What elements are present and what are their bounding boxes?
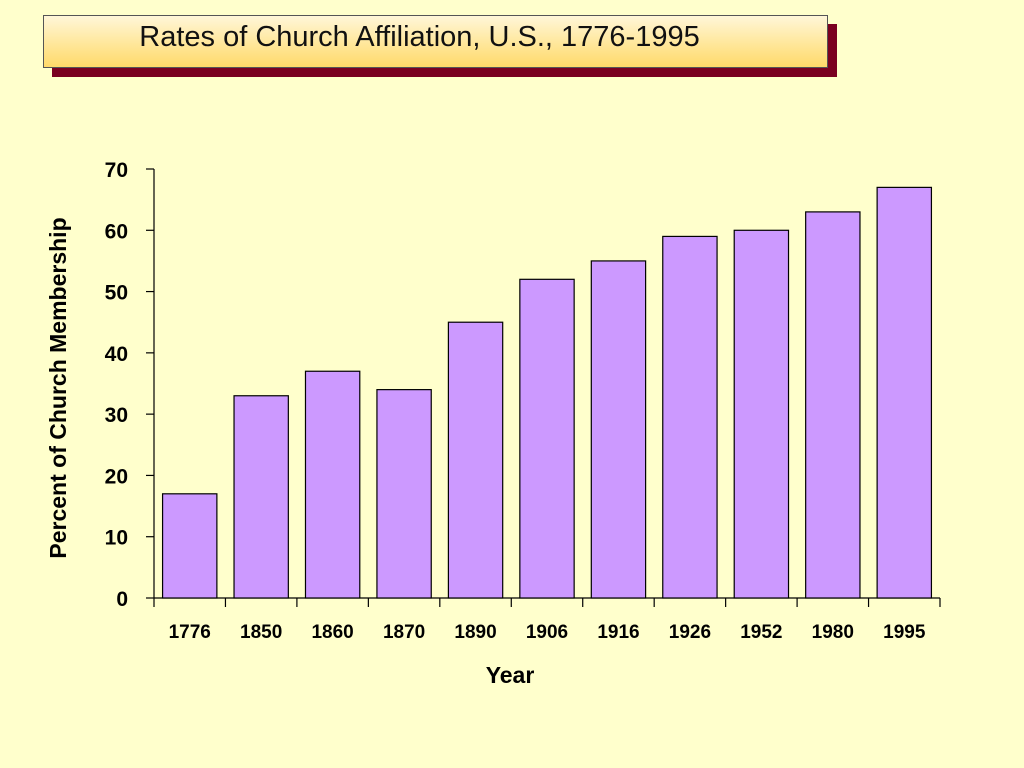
bar-1926 — [662, 235, 718, 599]
x-tick-label: 1995 — [883, 622, 926, 643]
bar-1860 — [304, 370, 361, 599]
bar-1995 — [876, 186, 933, 599]
x-tick-label: 1870 — [383, 622, 425, 643]
bar-1980 — [805, 211, 861, 599]
y-tick-label: 60 — [105, 220, 128, 243]
x-tick-label: 1906 — [526, 622, 568, 643]
x-tick-label: 1776 — [169, 622, 211, 643]
bars — [161, 186, 933, 599]
x-tick-label: 1980 — [812, 622, 854, 643]
y-tick-label: 20 — [105, 465, 128, 488]
y-tick-label: 0 — [116, 588, 128, 611]
y-axis-label: Percent of Church Membership — [45, 217, 71, 558]
x-tick-label: 1850 — [240, 622, 282, 643]
x-tick-label: 1926 — [669, 622, 711, 643]
x-tick-label: 1860 — [311, 622, 353, 643]
bar-1906 — [519, 278, 575, 599]
y-axis: 0 10 20 30 40 50 60 70 — [105, 159, 155, 611]
bar-1870 — [376, 389, 432, 599]
bar-1776 — [161, 493, 218, 599]
x-axis: 1776 1850 1860 1870 1890 1906 1916 1926 1952 1980… — [153, 597, 941, 643]
y-tick-label: 50 — [105, 282, 128, 305]
x-tick-label: 1916 — [597, 622, 639, 643]
bar-1890 — [447, 321, 504, 599]
bar-1916 — [590, 260, 647, 599]
title-box: Rates of Church Affiliation, U.S., 1776-… — [43, 15, 828, 68]
x-tick-label: 1890 — [454, 622, 496, 643]
y-tick-label: 40 — [105, 343, 128, 366]
chart-title: Rates of Church Affiliation, U.S., 1776-… — [139, 21, 700, 53]
bar-1850 — [233, 395, 289, 599]
y-tick-label: 10 — [105, 527, 128, 550]
bar-1952 — [733, 229, 790, 599]
y-tick-label: 70 — [105, 159, 128, 182]
x-axis-label: Year — [486, 662, 535, 688]
x-tick-label: 1952 — [740, 622, 782, 643]
y-tick-label: 30 — [105, 404, 128, 427]
